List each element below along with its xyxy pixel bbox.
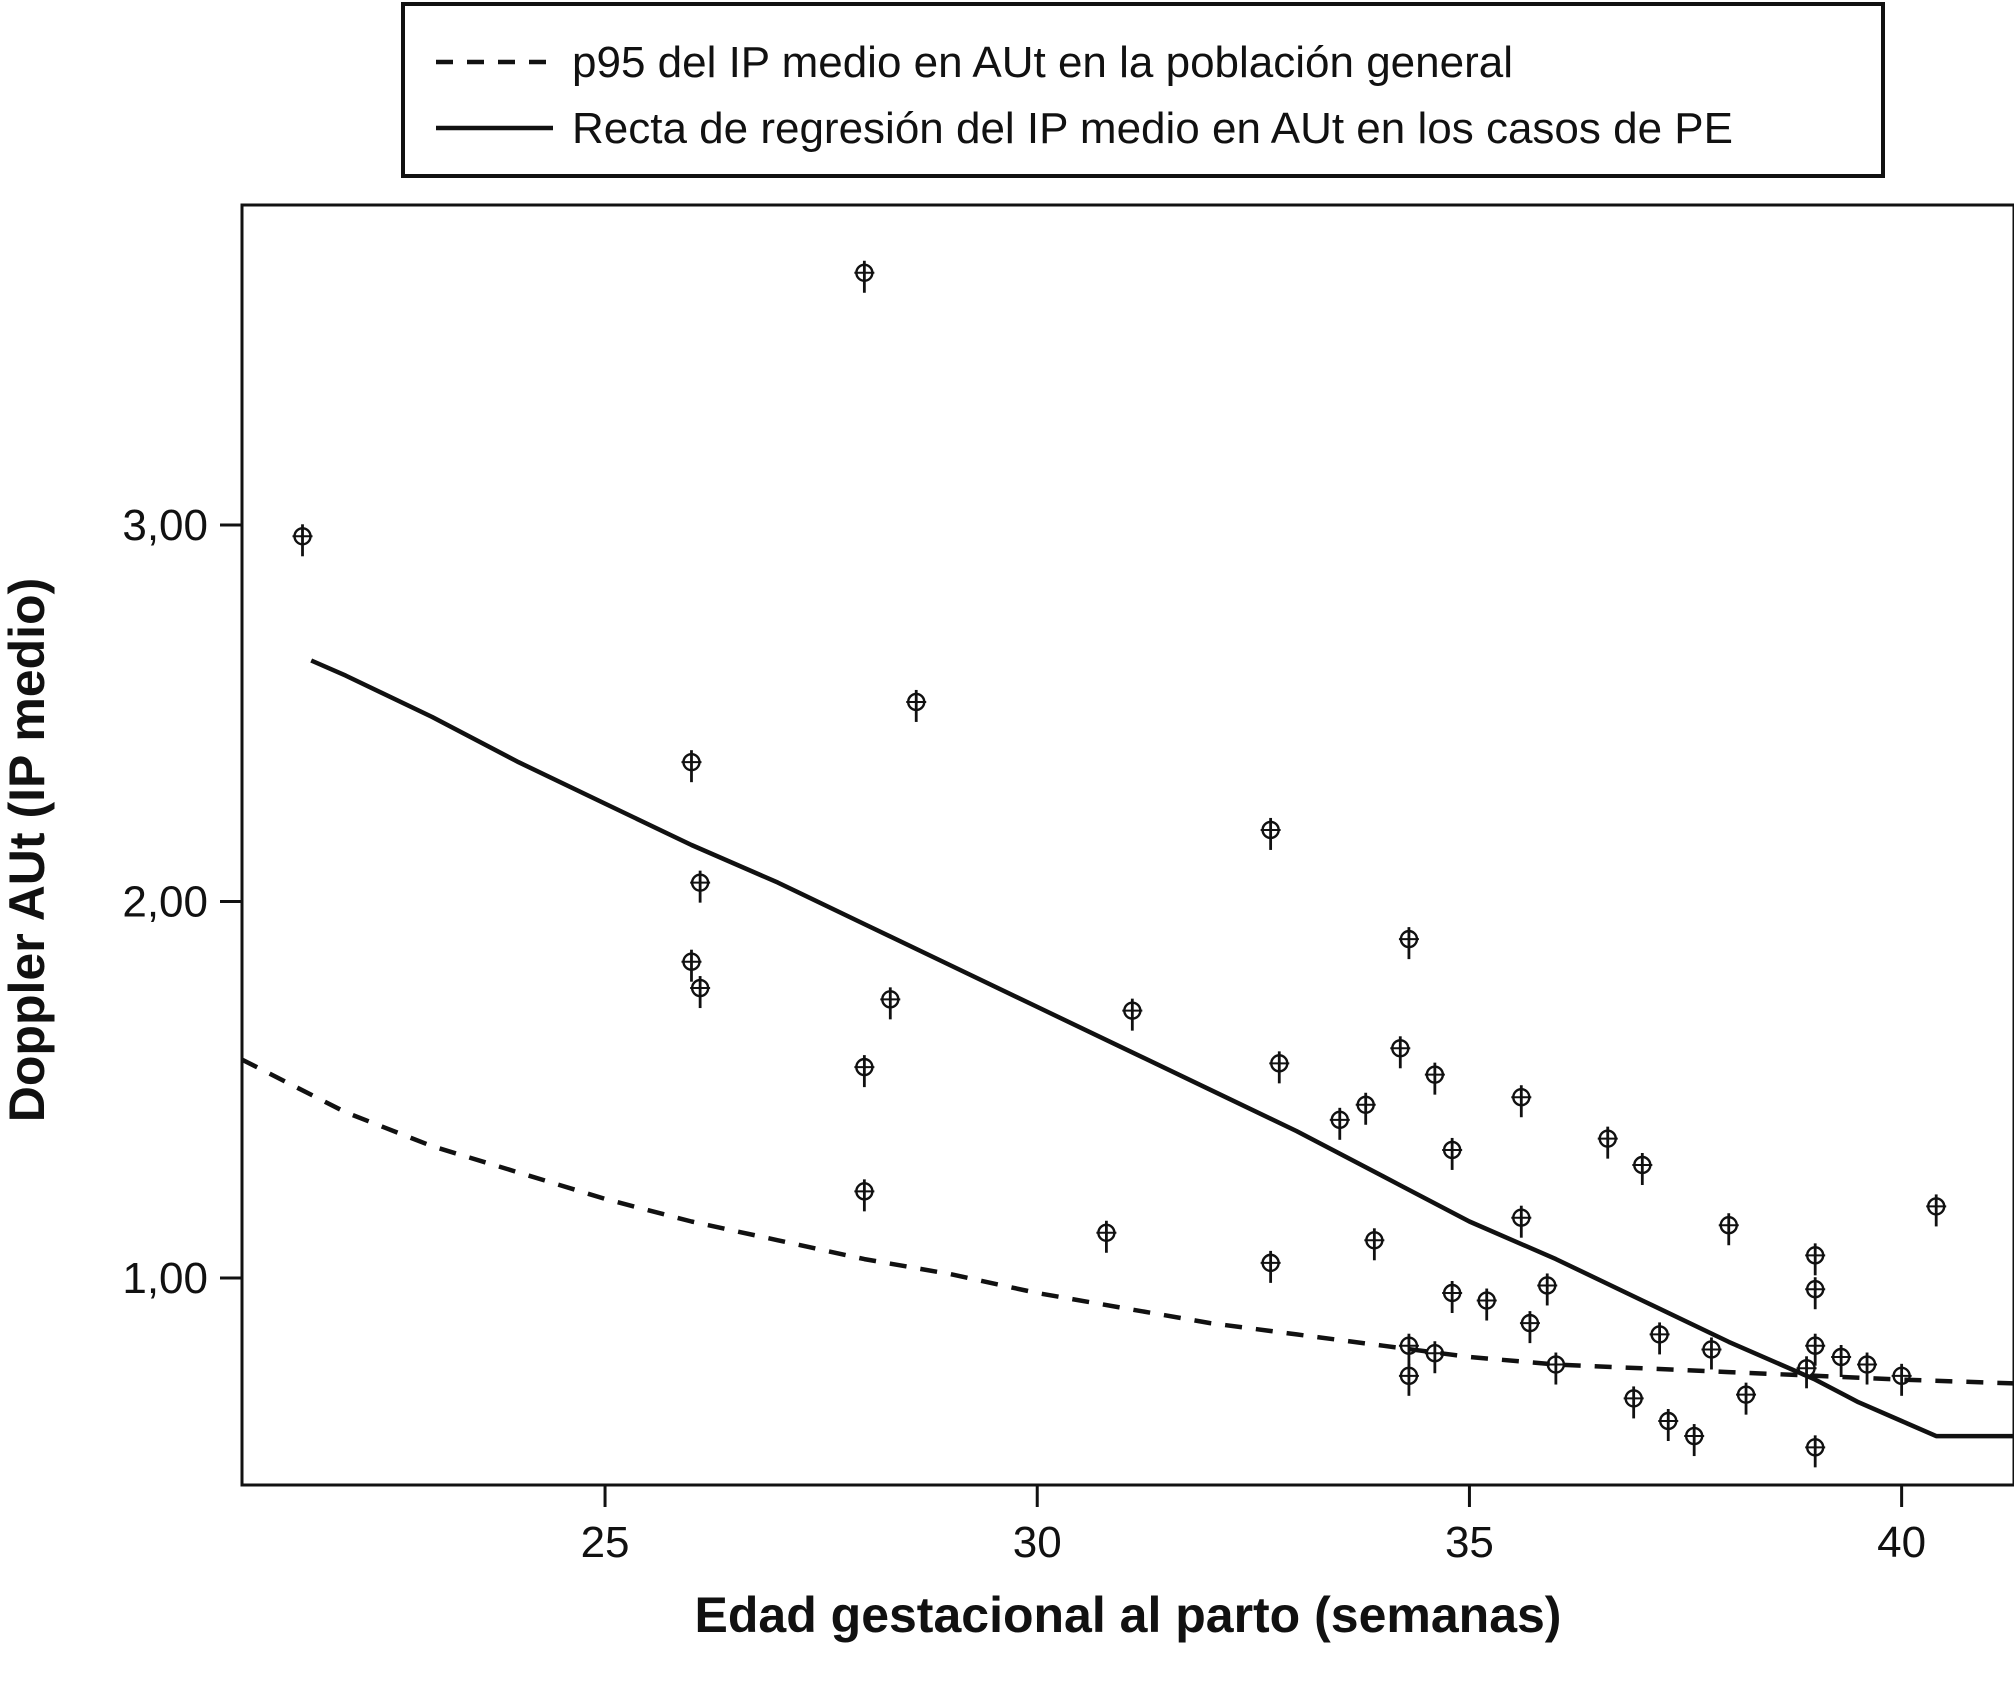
data-point (1658, 1409, 1679, 1441)
x-tick-label: 35 (1445, 1518, 1494, 1567)
x-tick-label: 40 (1877, 1518, 1926, 1567)
data-point (906, 689, 927, 722)
data-point (854, 1055, 875, 1088)
y-axis-title: Doppler AUt (IP medio) (0, 578, 55, 1122)
data-point (1805, 1243, 1826, 1276)
data-point (1857, 1352, 1878, 1385)
data-point (1831, 1345, 1852, 1377)
series-layer (240, 658, 2014, 1439)
data-point (1355, 1092, 1376, 1125)
data-point (854, 1179, 875, 1212)
data-point (681, 949, 702, 982)
data-point (1398, 1333, 1419, 1366)
data-point (1537, 1273, 1558, 1306)
y-tick-label: 2,00 (122, 877, 208, 926)
y-axis: 1,00 2,00 3,00 (122, 501, 242, 1303)
p95-dashed-curve (240, 1057, 2014, 1386)
points-layer (292, 260, 1947, 1468)
data-point (880, 987, 901, 1020)
data-point (1442, 1137, 1463, 1170)
legend-label-regression: Recta de regresión del IP medio en AUt e… (572, 104, 1733, 153)
data-point (1398, 1363, 1419, 1396)
data-point (1632, 1153, 1653, 1185)
data-point (1398, 927, 1419, 960)
data-point (1718, 1213, 1739, 1246)
y-tick-label: 1,00 (122, 1254, 208, 1303)
regression-solid-line (310, 658, 2014, 1439)
data-point (1442, 1281, 1463, 1313)
data-point (1260, 817, 1281, 850)
data-point (1891, 1363, 1912, 1396)
data-point (1260, 1250, 1281, 1283)
plot-frame (240, 203, 2014, 1487)
data-point (1424, 1341, 1445, 1374)
data-point (1511, 1085, 1532, 1118)
x-axis-title: Edad gestacional al parto (semanas) (695, 1587, 1562, 1643)
data-point (1476, 1288, 1497, 1321)
data-point (1701, 1337, 1722, 1370)
data-point (1364, 1228, 1385, 1261)
data-point (1926, 1194, 1947, 1227)
data-point (292, 524, 313, 557)
data-point (854, 260, 875, 293)
data-point (1649, 1322, 1670, 1355)
data-point (681, 750, 702, 783)
data-point (1122, 998, 1143, 1031)
data-point (1805, 1435, 1826, 1468)
data-point (690, 976, 711, 1009)
data-point (1511, 1205, 1532, 1238)
data-point (1390, 1036, 1411, 1069)
data-point (1269, 1051, 1290, 1084)
data-point (690, 870, 711, 903)
data-point (1329, 1107, 1350, 1140)
x-tick-label: 25 (581, 1518, 630, 1567)
legend: p95 del IP medio en AUt en la población … (401, 2, 1885, 178)
data-point (1684, 1424, 1705, 1457)
data-point (1096, 1220, 1117, 1253)
y-tick-label: 3,00 (122, 501, 208, 550)
data-point (1597, 1126, 1618, 1159)
data-point (1424, 1062, 1445, 1095)
data-point (1805, 1277, 1826, 1310)
data-point (1545, 1352, 1566, 1385)
data-point (1519, 1311, 1540, 1344)
legend-label-p95: p95 del IP medio en AUt en la población … (572, 38, 1513, 87)
data-point (1805, 1333, 1826, 1366)
data-point (1623, 1386, 1644, 1419)
data-point (1736, 1382, 1757, 1415)
x-tick-label: 30 (1013, 1518, 1062, 1567)
legend-box (401, 2, 1885, 178)
data-point (1796, 1356, 1817, 1389)
x-axis: 25 30 35 40 (581, 1485, 1926, 1567)
